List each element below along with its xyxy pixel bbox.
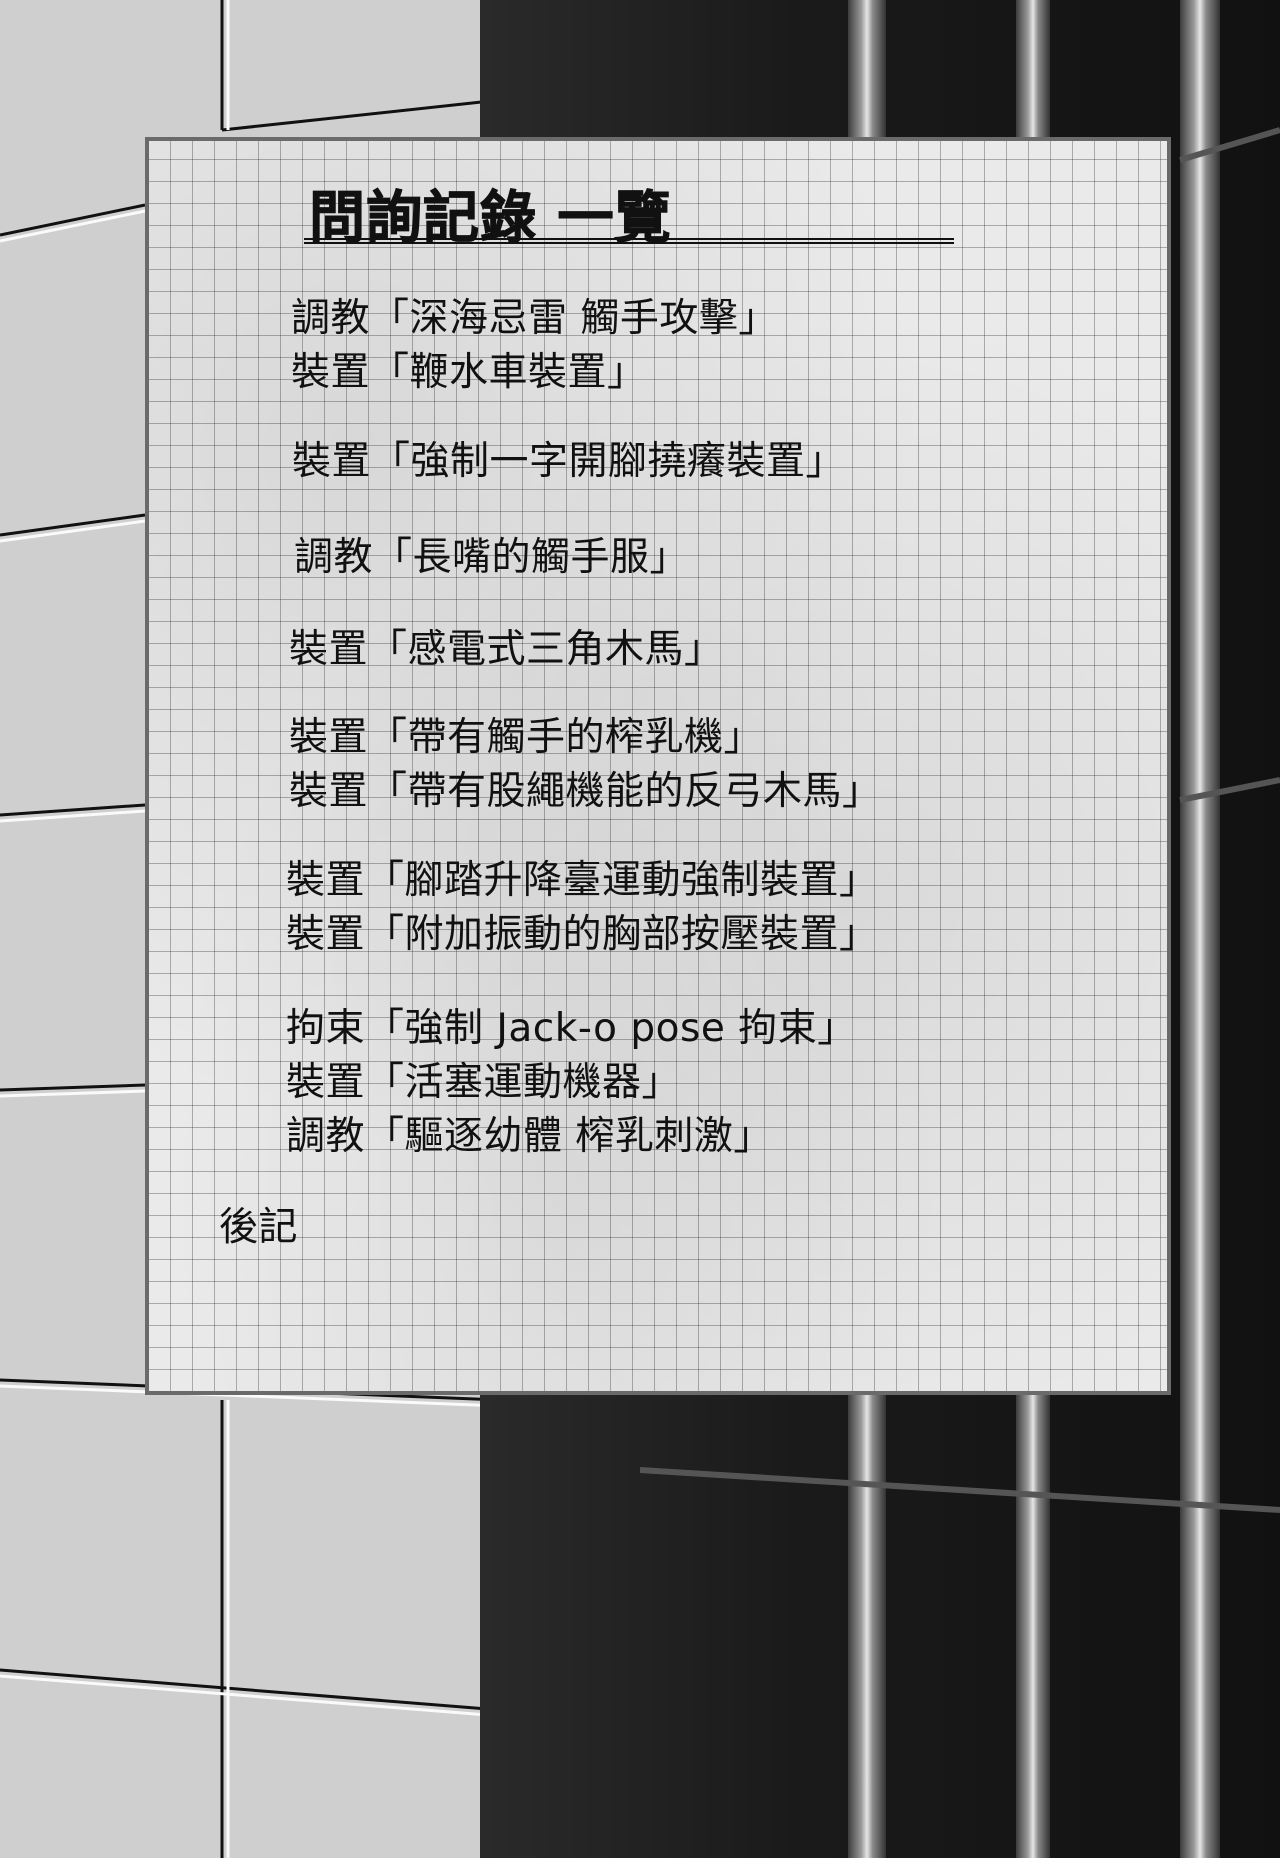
cell-bar: [1180, 0, 1220, 1858]
list-item: 後記: [219, 1205, 299, 1250]
page-title: 問詢記錄 一覽: [309, 186, 672, 252]
list-item: 調教「長嘴的觸手服」: [294, 535, 690, 580]
list-item: 裝置「帶有股繩機能的反弓木馬」: [289, 769, 882, 814]
cell-crossbars: [639, 127, 1280, 1513]
contents-panel: 問詢記錄 一覽 調教「深海忌雷 觸手攻擊」 裝置「鞭水車裝置」 裝置「強制一字開…: [145, 137, 1171, 1395]
list-item: 裝置「感電式三角木馬」: [289, 627, 724, 672]
wall-tile-lines: [0, 0, 500, 1858]
list-item: 裝置「腳踏升降臺運動強制裝置」: [286, 858, 879, 903]
list-item: 裝置「活塞運動機器」: [286, 1060, 682, 1105]
title-underline: [304, 238, 954, 244]
list-item: 調教「深海忌雷 觸手攻擊」: [291, 296, 778, 341]
list-item: 裝置「強制一字開腳撓癢裝置」: [292, 439, 846, 484]
list-item: 裝置「帶有觸手的榨乳機」: [289, 715, 764, 760]
list-item: 裝置「附加振動的胸部按壓裝置」: [286, 912, 879, 957]
list-item: 調教「驅逐幼體 榨乳刺激」: [286, 1114, 773, 1159]
list-item: 裝置「鞭水車裝置」: [291, 350, 647, 395]
list-item: 拘束「強制 Jack-o pose 拘束」: [286, 1006, 857, 1051]
